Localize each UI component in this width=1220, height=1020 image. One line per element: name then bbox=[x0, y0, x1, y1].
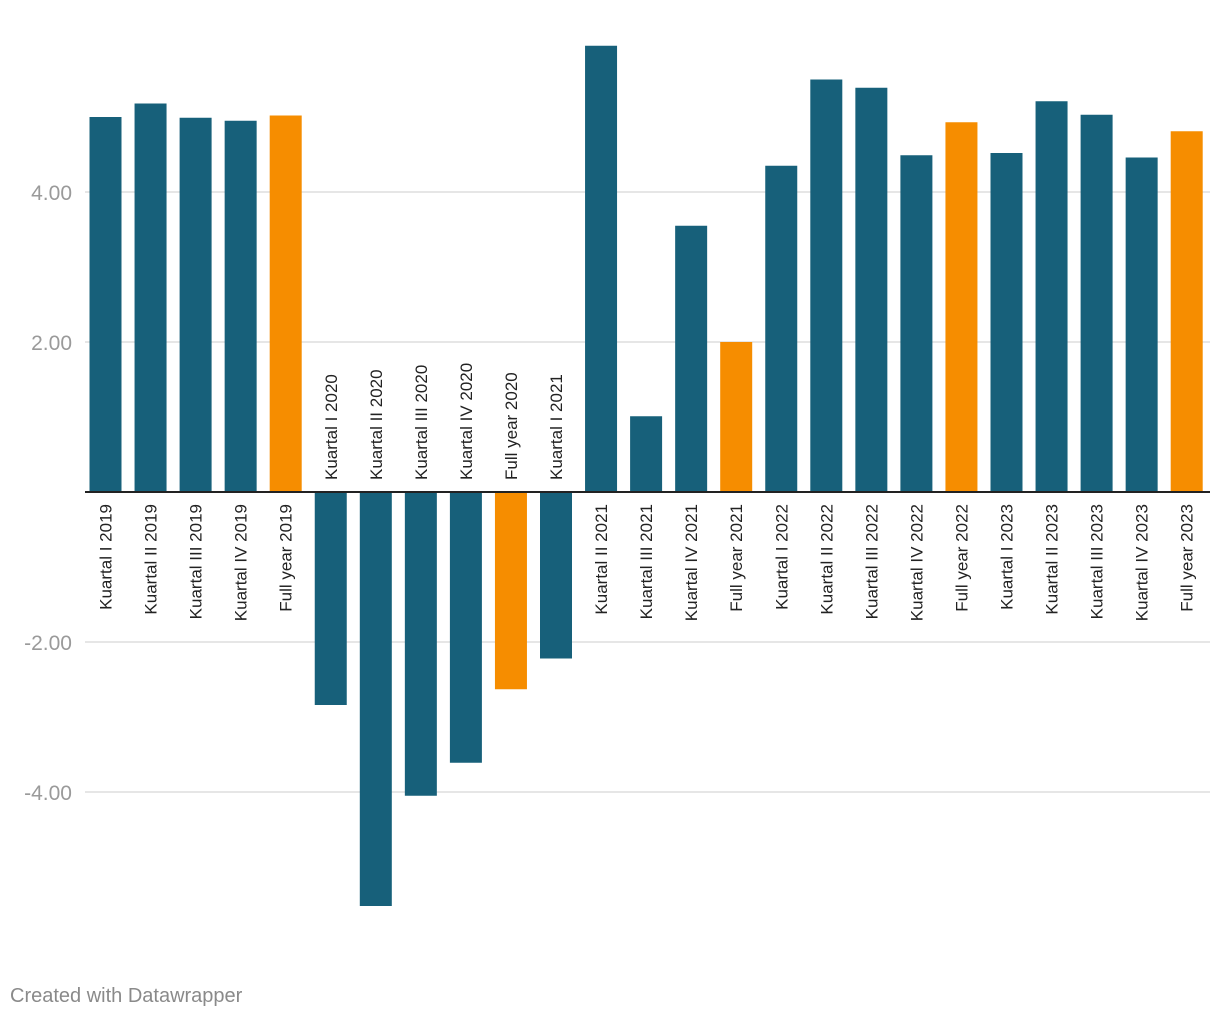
bar-full-year bbox=[720, 342, 753, 492]
bar-quarter bbox=[810, 79, 843, 492]
x-category-label: Kuartal II 2021 bbox=[592, 504, 611, 615]
x-category-label: Kuartal IV 2023 bbox=[1133, 504, 1152, 621]
x-category-label: Full year 2019 bbox=[277, 504, 296, 612]
bar-quarter bbox=[1080, 114, 1113, 492]
x-axis-labels: Kuartal I 2019 Kuartal II 2019 Kuartal III… bbox=[97, 363, 1197, 621]
bar-quarter bbox=[1035, 101, 1068, 492]
x-category-label: Full year 2021 bbox=[727, 504, 746, 612]
bar-chart: 4.002.00-2.00-4.00 Kuartal I 2019 Kuartal… bbox=[24, 45, 1210, 906]
x-category-label: Full year 2020 bbox=[502, 372, 521, 480]
y-tick-label: -4.00 bbox=[24, 782, 72, 805]
x-category-label: Kuartal II 2022 bbox=[817, 504, 836, 615]
x-category-label: Kuartal III 2020 bbox=[412, 365, 431, 480]
y-tick-label: 2.00 bbox=[31, 332, 72, 355]
bar-quarter bbox=[1125, 157, 1158, 492]
bar-quarter bbox=[630, 416, 663, 492]
bar-quarter bbox=[540, 492, 572, 659]
x-category-label: Kuartal III 2022 bbox=[862, 504, 881, 619]
x-category-label: Kuartal IV 2019 bbox=[232, 504, 251, 621]
x-category-label: Kuartal IV 2020 bbox=[457, 363, 476, 480]
x-category-label: Kuartal III 2023 bbox=[1088, 504, 1107, 619]
bar-full-year bbox=[945, 122, 978, 492]
x-category-label: Kuartal IV 2021 bbox=[682, 504, 701, 621]
x-category-label: Kuartal II 2023 bbox=[1043, 504, 1062, 615]
x-category-label: Kuartal IV 2022 bbox=[907, 504, 926, 621]
bar-full-year bbox=[494, 492, 527, 690]
bar-quarter bbox=[359, 492, 392, 906]
bar-quarter bbox=[855, 87, 888, 492]
x-category-label: Full year 2022 bbox=[952, 504, 971, 612]
bar-quarter bbox=[404, 492, 437, 796]
x-category-label: Kuartal I 2021 bbox=[547, 374, 566, 480]
x-category-label: Kuartal II 2020 bbox=[367, 369, 386, 480]
bar-quarter bbox=[675, 225, 708, 492]
bar-quarter bbox=[314, 492, 347, 705]
x-category-label: Kuartal II 2019 bbox=[142, 504, 161, 615]
x-category-label: Kuartal I 2019 bbox=[97, 504, 116, 610]
bar-quarter bbox=[585, 45, 618, 492]
x-category-label: Kuartal I 2020 bbox=[322, 374, 341, 480]
x-category-label: Kuartal III 2019 bbox=[187, 504, 206, 619]
x-category-label: Kuartal I 2023 bbox=[998, 504, 1017, 610]
x-category-label: Full year 2023 bbox=[1178, 504, 1197, 612]
bar-full-year bbox=[1170, 131, 1203, 492]
bar-quarter bbox=[179, 117, 212, 492]
x-category-label: Kuartal I 2022 bbox=[772, 504, 791, 610]
y-tick-label: -2.00 bbox=[24, 632, 72, 655]
bar-quarter bbox=[134, 103, 167, 492]
bar-quarter bbox=[449, 492, 482, 763]
y-tick-label: 4.00 bbox=[31, 182, 72, 205]
bar-quarter bbox=[224, 120, 257, 492]
bar-quarter bbox=[89, 117, 122, 492]
bars bbox=[89, 45, 1203, 906]
y-axis-ticks: 4.00 2.00 -2.00 -4.00 bbox=[24, 182, 72, 805]
bar-full-year bbox=[269, 115, 302, 492]
bar-quarter bbox=[900, 155, 933, 492]
bar-quarter bbox=[765, 165, 798, 492]
bar-quarter bbox=[990, 153, 1023, 492]
datawrapper-credit: Created with Datawrapper bbox=[10, 985, 243, 1007]
x-category-label: Kuartal III 2021 bbox=[637, 504, 656, 619]
